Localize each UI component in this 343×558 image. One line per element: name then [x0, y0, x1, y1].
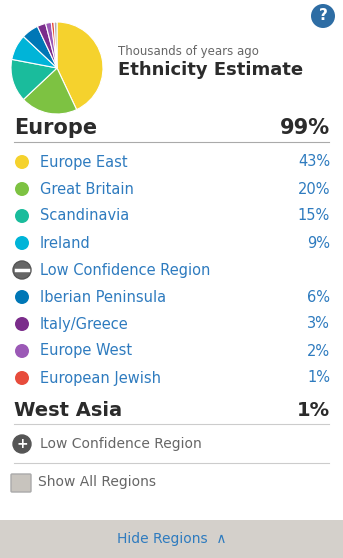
Text: Europe: Europe [14, 118, 97, 138]
Wedge shape [54, 22, 57, 68]
Text: 1%: 1% [307, 371, 330, 386]
Text: 6%: 6% [307, 290, 330, 305]
Text: +: + [16, 437, 28, 451]
Text: Ethnicity Estimate: Ethnicity Estimate [118, 61, 303, 79]
Text: 43%: 43% [298, 155, 330, 170]
Text: Iberian Peninsula: Iberian Peninsula [40, 290, 166, 305]
Text: 1%: 1% [297, 401, 330, 420]
Circle shape [15, 155, 29, 169]
Text: Hide Regions  ∧: Hide Regions ∧ [117, 532, 226, 546]
Circle shape [311, 4, 335, 28]
Text: Low Confidence Region: Low Confidence Region [40, 262, 210, 277]
Wedge shape [23, 26, 57, 68]
Text: 2%: 2% [307, 344, 330, 358]
Text: ?: ? [319, 8, 328, 23]
Text: Thousands of years ago: Thousands of years ago [118, 46, 259, 59]
Circle shape [15, 236, 29, 250]
Circle shape [15, 182, 29, 196]
Text: Europe East: Europe East [40, 155, 128, 170]
Circle shape [15, 344, 29, 358]
Text: Ireland: Ireland [40, 235, 91, 251]
Text: Great Britain: Great Britain [40, 181, 134, 196]
Text: Italy/Greece: Italy/Greece [40, 316, 129, 331]
Text: 20%: 20% [297, 181, 330, 196]
Circle shape [15, 371, 29, 385]
Wedge shape [11, 59, 57, 99]
Text: European Jewish: European Jewish [40, 371, 161, 386]
FancyBboxPatch shape [0, 520, 343, 558]
Text: 9%: 9% [307, 235, 330, 251]
Text: Show All Regions: Show All Regions [38, 475, 156, 489]
Wedge shape [37, 23, 57, 68]
Wedge shape [51, 22, 57, 68]
Circle shape [15, 290, 29, 304]
Wedge shape [57, 22, 103, 109]
Wedge shape [46, 22, 57, 68]
Text: 99%: 99% [280, 118, 330, 138]
Wedge shape [12, 36, 57, 68]
Text: 3%: 3% [307, 316, 330, 331]
Circle shape [15, 317, 29, 331]
Text: West Asia: West Asia [14, 401, 122, 420]
Circle shape [13, 261, 31, 279]
Text: Low Confidence Region: Low Confidence Region [40, 437, 202, 451]
Circle shape [13, 435, 31, 453]
Circle shape [15, 209, 29, 223]
Wedge shape [23, 68, 76, 114]
FancyBboxPatch shape [11, 474, 31, 492]
Text: Europe West: Europe West [40, 344, 132, 358]
Text: Scandinavia: Scandinavia [40, 209, 129, 224]
Text: 15%: 15% [298, 209, 330, 224]
